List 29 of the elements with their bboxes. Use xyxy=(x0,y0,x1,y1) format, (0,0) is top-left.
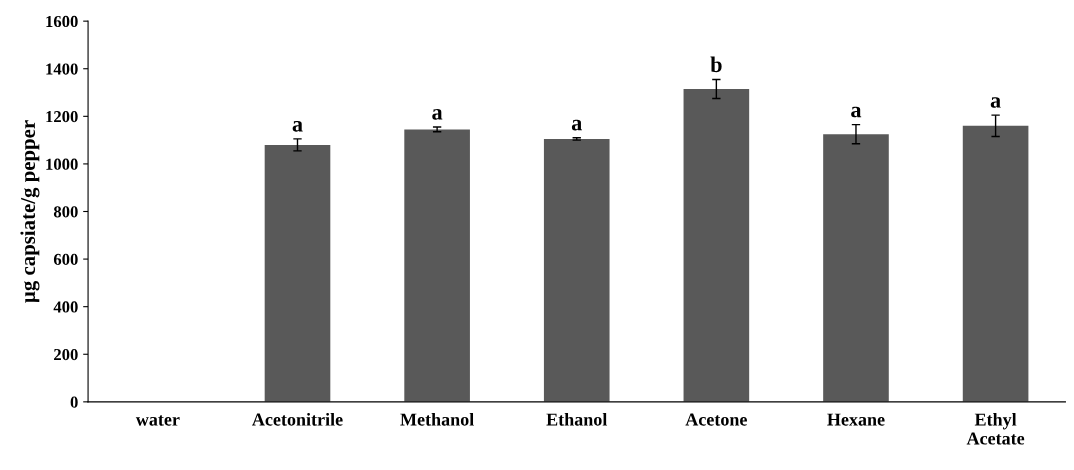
annotation: b xyxy=(710,56,722,73)
annotation: a xyxy=(571,119,582,131)
x-tick-label: Acetonitrile xyxy=(252,412,343,426)
y-tick-label: 200 xyxy=(54,348,78,361)
x-tick-label: Acetone xyxy=(685,413,747,426)
y-tick-label: 1200 xyxy=(46,111,78,123)
annotation: a xyxy=(851,106,862,118)
y-tick-label: 600 xyxy=(53,253,78,266)
y-axis-title: µg capsiate/g pepper xyxy=(20,120,40,303)
bar xyxy=(543,138,610,402)
y-tick-label: 1400 xyxy=(46,63,78,75)
bar xyxy=(264,144,331,402)
x-tick-label: Ethyl Acetate xyxy=(966,412,1025,445)
y-tick-label: 0 xyxy=(70,396,78,408)
annotation: a xyxy=(432,109,443,120)
y-tick-label: 400 xyxy=(53,301,78,313)
annotation: a xyxy=(990,97,1001,108)
x-tick-label: Ethanol xyxy=(546,412,608,426)
x-tick-label: Methanol xyxy=(400,412,474,426)
x-tick-label: Hexane xyxy=(827,413,885,426)
bar xyxy=(962,125,1029,402)
x-tick-label: water xyxy=(135,415,180,426)
y-tick-label: 1000 xyxy=(46,158,78,170)
bar xyxy=(823,134,889,402)
bar xyxy=(404,129,470,402)
bar xyxy=(683,88,750,402)
y-tick-label: 800 xyxy=(53,206,78,218)
y-tick-label: 1600 xyxy=(46,15,78,28)
annotation: a xyxy=(292,120,303,132)
